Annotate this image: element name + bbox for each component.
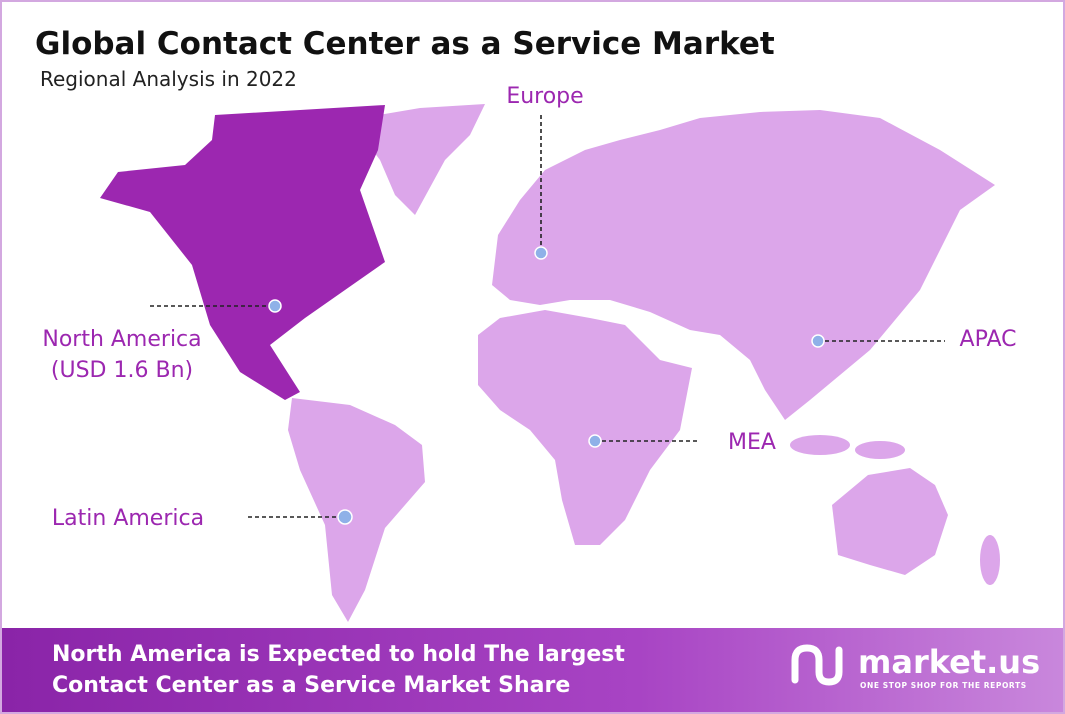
logo-icon — [791, 644, 843, 686]
title: Global Contact Center as a Service Marke… — [35, 26, 775, 62]
footer-band — [2, 628, 1063, 712]
marker — [588, 434, 602, 448]
australia — [832, 468, 948, 575]
region-label: APAC — [960, 327, 1017, 352]
region-label: Europe — [506, 84, 583, 109]
south-america — [288, 398, 425, 622]
logo: market.us ONE STOP SHOP FOR THE REPORTS — [791, 643, 1040, 690]
subtitle: Regional Analysis in 2022 — [40, 67, 297, 91]
marker — [337, 509, 353, 525]
region-value: (USD 1.6 Bn) — [51, 358, 193, 383]
europe-asia — [492, 110, 995, 420]
north-america — [100, 105, 385, 400]
region-label: North America — [42, 327, 201, 352]
marker — [811, 334, 825, 348]
greenland — [350, 104, 485, 215]
footer-text: Contact Center as a Service Market Share — [52, 673, 570, 698]
africa — [478, 310, 692, 545]
region-label: MEA — [728, 430, 776, 455]
logo-name: market.us — [858, 643, 1040, 681]
region-label: Latin America — [52, 506, 204, 531]
island — [980, 535, 1000, 585]
callouts — [150, 115, 945, 525]
marker — [534, 246, 548, 260]
world-map — [100, 104, 1000, 622]
footer-text: North America is Expected to hold The la… — [52, 642, 625, 667]
marker — [268, 299, 282, 313]
island — [790, 435, 850, 455]
island — [855, 441, 905, 459]
logo-tagline: ONE STOP SHOP FOR THE REPORTS — [860, 681, 1027, 690]
